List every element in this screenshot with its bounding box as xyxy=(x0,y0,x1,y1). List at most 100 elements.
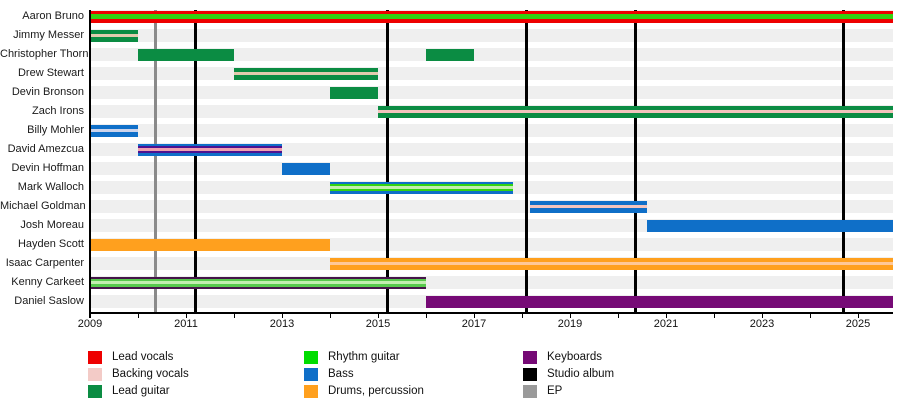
member-label: Kenny Carkeet xyxy=(11,276,84,288)
member-label: Aaron Bruno xyxy=(22,10,84,22)
role-stripe xyxy=(90,129,138,132)
timeline-bar xyxy=(426,295,893,308)
member-label: Drew Stewart xyxy=(17,67,84,79)
timeline-bar xyxy=(330,257,893,270)
member-label: Billy Mohler xyxy=(27,124,84,136)
member-label: Michael Goldman xyxy=(0,200,86,212)
role-stripe xyxy=(138,151,282,153)
member-label: Christopher Thorn xyxy=(0,48,89,60)
timeline-bar xyxy=(90,10,893,23)
role-stripe xyxy=(234,72,378,75)
legend-swatch xyxy=(88,351,102,364)
x-axis-tick xyxy=(474,313,475,318)
y-axis-line xyxy=(89,10,91,318)
x-axis-label: 2009 xyxy=(77,318,103,330)
role-stripe xyxy=(90,281,426,284)
timeline-bar xyxy=(90,276,426,289)
timeline-bar xyxy=(282,162,330,175)
member-label: Zach Irons xyxy=(32,105,84,117)
role-stripe xyxy=(426,295,893,308)
role-stripe xyxy=(90,37,138,42)
role-stripe xyxy=(90,284,426,287)
x-axis-tick xyxy=(138,313,139,318)
x-axis-label: 2019 xyxy=(557,318,583,330)
x-axis-tick xyxy=(234,313,235,318)
studio-album-line xyxy=(525,10,529,312)
role-stripe xyxy=(234,67,378,72)
legend-label: Lead vocals xyxy=(112,351,174,363)
legend-swatch xyxy=(523,368,537,381)
x-axis-tick xyxy=(522,313,523,318)
x-axis-tick xyxy=(426,313,427,318)
legend-label: Drums, percussion xyxy=(328,385,424,397)
legend-label: Studio album xyxy=(547,368,615,380)
role-stripe xyxy=(90,286,426,289)
timeline-bar xyxy=(426,48,474,61)
role-stripe xyxy=(138,48,234,61)
legend: Lead vocals Backing vocals Lead guitar Rhyt… xyxy=(0,344,900,408)
x-axis-tick xyxy=(858,313,859,318)
legend-swatch xyxy=(304,368,318,381)
ep-release-line xyxy=(154,10,158,312)
role-stripe xyxy=(330,86,378,99)
role-stripe xyxy=(330,191,513,194)
role-stripe xyxy=(90,278,426,281)
plot-area: Aaron Bruno Jimmy Messer Christopher Thorn… xyxy=(0,10,893,330)
role-stripe xyxy=(90,29,138,34)
legend-swatch xyxy=(523,385,537,398)
x-axis-tick xyxy=(666,313,667,318)
role-stripe xyxy=(90,14,893,19)
member-label: Josh Moreau xyxy=(20,219,84,231)
x-axis-tick xyxy=(90,313,91,318)
legend-swatch xyxy=(304,351,318,364)
x-axis-tick xyxy=(618,313,619,318)
legend-label: EP xyxy=(547,385,563,397)
role-stripe xyxy=(646,219,893,232)
x-axis-tick xyxy=(810,313,811,318)
role-stripe xyxy=(234,75,378,80)
role-stripe xyxy=(90,238,330,251)
member-label: Mark Walloch xyxy=(17,181,84,193)
row-band xyxy=(90,29,893,42)
row-band xyxy=(90,200,893,213)
timeline-bar xyxy=(138,143,282,156)
role-stripe xyxy=(90,132,138,137)
timeline-bar xyxy=(90,29,138,42)
role-stripe xyxy=(90,124,138,129)
x-axis-tick xyxy=(570,313,571,318)
legend-label: Lead guitar xyxy=(112,385,170,397)
timeline-bar xyxy=(138,48,234,61)
role-stripe xyxy=(530,208,647,213)
x-axis-tick xyxy=(714,313,715,318)
timeline-bar xyxy=(530,200,647,213)
timeline-bar xyxy=(646,219,893,232)
member-label: Hayden Scott xyxy=(17,238,84,250)
timeline-bar xyxy=(234,67,378,80)
role-stripe xyxy=(330,262,893,265)
legend-swatch xyxy=(523,351,537,364)
timeline-bar xyxy=(378,105,893,118)
role-stripe xyxy=(90,276,426,279)
timeline-bar xyxy=(90,238,330,251)
legend-label: Rhythm guitar xyxy=(328,351,400,363)
x-axis-label: 2013 xyxy=(269,318,295,330)
x-axis-label: 2015 xyxy=(365,318,391,330)
role-stripe xyxy=(330,189,513,191)
timeline-bar xyxy=(330,181,513,194)
row-band xyxy=(90,162,893,175)
legend-label: Bass xyxy=(328,368,354,380)
member-label: Isaac Carpenter xyxy=(5,257,84,269)
x-axis-line xyxy=(89,312,893,314)
x-axis-tick xyxy=(282,313,283,318)
x-axis-label: 2021 xyxy=(653,318,679,330)
role-stripe xyxy=(282,162,330,175)
timeline-bar xyxy=(90,124,138,137)
legend-label: Keyboards xyxy=(547,351,602,363)
role-stripe xyxy=(138,153,282,156)
member-label: Devin Hoffman xyxy=(11,162,84,174)
x-axis-tick xyxy=(378,313,379,318)
row-band xyxy=(90,86,893,99)
role-stripe xyxy=(330,265,893,270)
x-axis-label: 2025 xyxy=(845,318,871,330)
role-stripe xyxy=(530,200,647,205)
